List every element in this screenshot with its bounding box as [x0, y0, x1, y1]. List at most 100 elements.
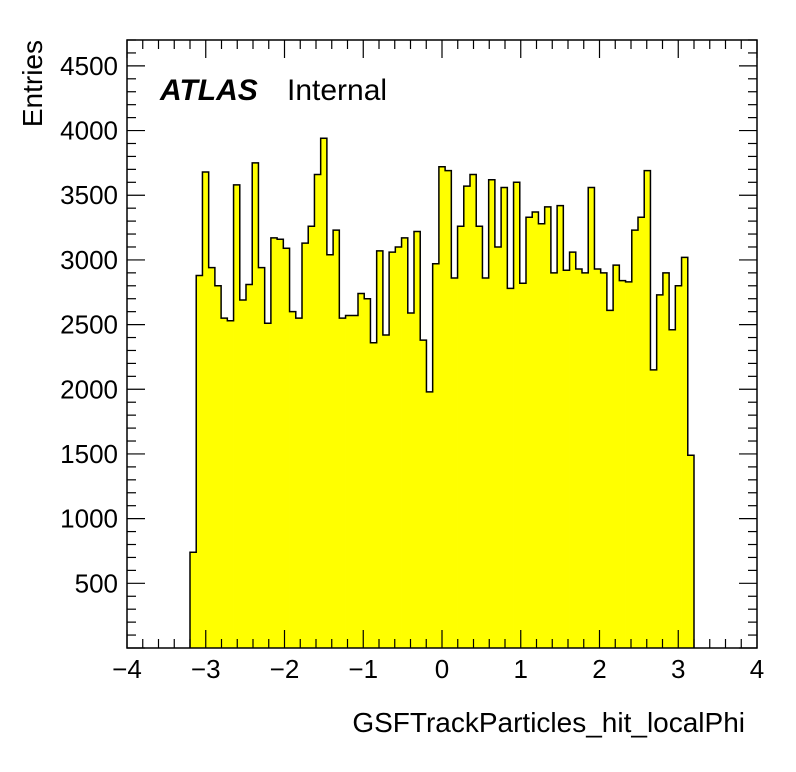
histogram-bin	[420, 340, 427, 648]
histogram-bin	[208, 267, 216, 648]
x-tick-label: −2	[270, 654, 300, 684]
histogram-bin	[544, 206, 552, 648]
histogram-bin	[519, 283, 527, 648]
histogram-bin	[376, 250, 384, 649]
histogram-bin	[426, 391, 434, 648]
histogram-bin	[370, 342, 378, 648]
x-tick-label: −4	[112, 654, 142, 684]
histogram-bin	[644, 170, 651, 648]
x-axis-title: GSFTrackParticles_hit_localPhi	[352, 707, 745, 738]
histogram-bin	[246, 284, 253, 648]
histogram-bin	[401, 237, 409, 649]
histogram-bin	[202, 171, 210, 648]
histogram-bars	[190, 138, 695, 649]
x-tick-label: −3	[191, 654, 221, 684]
histogram-bin	[513, 182, 521, 649]
histogram-bin	[451, 278, 458, 648]
x-tick-label: 2	[592, 654, 606, 684]
histogram-bin	[488, 179, 496, 648]
histogram-bin	[550, 272, 558, 648]
histogram-bin	[600, 272, 608, 648]
histogram-bin	[395, 246, 402, 649]
histogram-bin	[382, 334, 390, 648]
histogram-bin	[214, 285, 222, 648]
histogram-bin	[227, 320, 234, 648]
histogram-bin	[190, 552, 197, 648]
histogram-bin	[569, 252, 577, 648]
histogram-bin	[314, 174, 322, 649]
y-tick-label: 3500	[60, 180, 118, 210]
internal-label: Internal	[287, 74, 387, 107]
histogram-bin	[326, 254, 334, 649]
histogram-bin	[233, 184, 241, 648]
y-tick-label: 2500	[60, 310, 118, 340]
histogram-bin	[669, 329, 676, 648]
histogram-bin	[414, 231, 421, 648]
histogram-bin	[389, 252, 396, 648]
histogram-bin	[239, 300, 247, 648]
histogram-bin	[650, 369, 658, 648]
histogram-bin	[532, 212, 539, 649]
x-tick-labels: −4 −3 −2 −1 0 1 2 3 4	[112, 654, 764, 684]
histogram-bin	[662, 272, 670, 648]
histogram-bin	[196, 275, 203, 648]
histogram-bin	[438, 166, 446, 648]
histogram-bin	[476, 226, 483, 648]
histogram-bin	[594, 268, 602, 648]
histogram-bin	[588, 187, 595, 648]
histogram-bin	[333, 230, 340, 648]
y-tick-label: 1000	[60, 504, 118, 534]
y-tick-label: 2000	[60, 374, 118, 404]
x-tick-label: 4	[750, 654, 764, 684]
histogram-bin	[351, 315, 359, 648]
histogram-bin	[258, 267, 266, 648]
histogram-bin	[445, 170, 452, 648]
histogram-bin	[681, 257, 689, 648]
histogram-bin	[463, 186, 471, 648]
histogram-bin	[619, 280, 626, 648]
histogram-bin	[638, 217, 645, 649]
axis-ticks	[126, 39, 758, 649]
histogram-bin	[507, 288, 514, 648]
histogram-bin	[582, 272, 589, 648]
y-axis-title: Entries	[17, 40, 48, 127]
histogram-bin	[295, 318, 303, 648]
x-tick-label: 0	[435, 654, 449, 684]
histogram-bin	[631, 230, 639, 648]
histogram-bin	[613, 265, 620, 648]
y-tick-label: 1500	[60, 439, 118, 469]
x-tick-label: 3	[671, 654, 685, 684]
histogram-bin	[538, 223, 546, 648]
histogram-bin	[675, 285, 682, 648]
histogram-bin	[501, 187, 508, 648]
histogram-bin	[606, 310, 614, 648]
histogram-bin	[470, 174, 477, 649]
histogram-bin	[345, 315, 353, 648]
histogram-bin	[407, 312, 415, 648]
histogram-bin	[302, 243, 309, 648]
histogram-outline	[189, 137, 695, 648]
histogram-bin	[526, 217, 533, 649]
histogram-bin	[270, 237, 278, 649]
x-tick-label: 1	[514, 654, 528, 684]
x-tick-label: −1	[348, 654, 378, 684]
histogram-bin	[494, 246, 502, 649]
histogram-bin	[289, 311, 297, 648]
histogram-bin	[308, 226, 315, 648]
atlas-label: ATLAS	[159, 74, 258, 107]
histogram-bin	[563, 270, 570, 648]
histogram-bin	[364, 298, 371, 648]
histogram-bin	[656, 294, 664, 648]
histogram-bin	[432, 263, 440, 648]
y-tick-label: 4500	[60, 51, 118, 81]
histogram-bin	[264, 323, 272, 648]
y-tick-label: 500	[75, 568, 118, 598]
histogram-bin	[277, 239, 284, 648]
histogram-bin	[320, 138, 328, 648]
y-tick-label: 3000	[60, 245, 118, 275]
histogram-bin	[283, 248, 290, 648]
histogram-bin	[221, 318, 228, 648]
histogram-bin	[252, 162, 259, 648]
histogram-bin	[358, 293, 365, 648]
